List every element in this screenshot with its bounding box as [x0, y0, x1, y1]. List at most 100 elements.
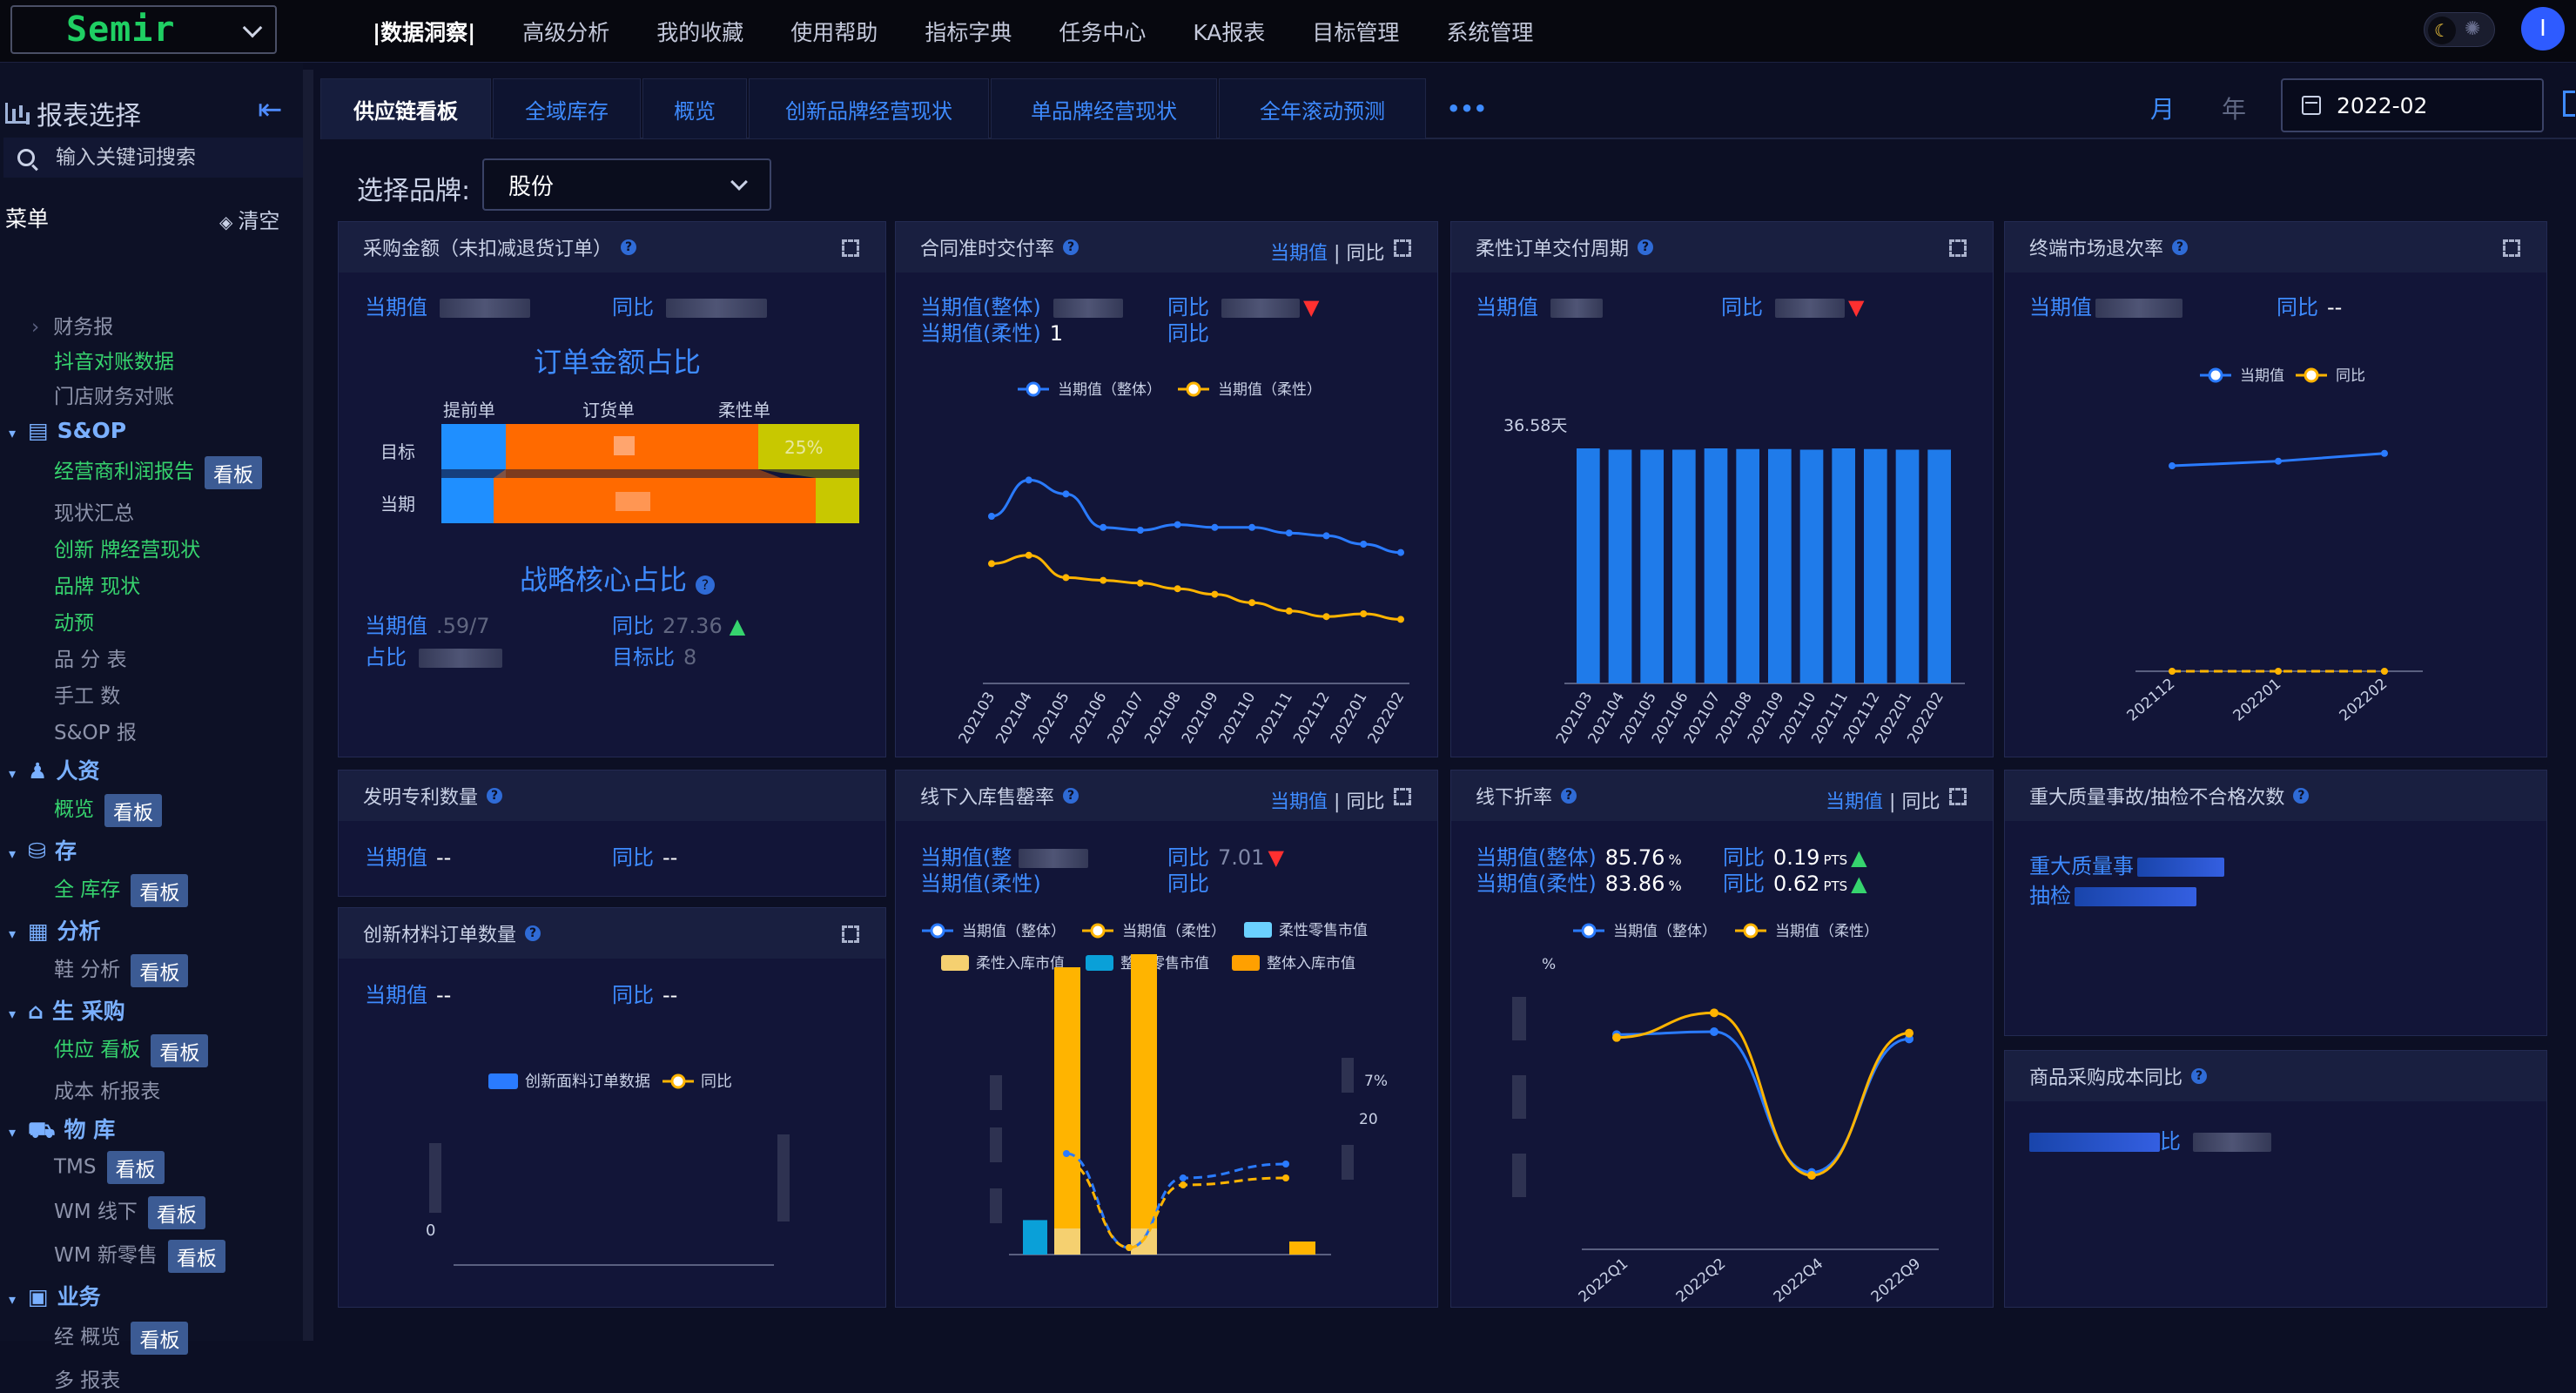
help-icon[interactable]: ?	[2293, 788, 2310, 804]
nav-target-management[interactable]: 目标管理	[1312, 20, 1400, 45]
menu-group-inventory[interactable]: ▾ ⛁ 存	[9, 838, 77, 864]
menu-item-status-summary[interactable]: 现状汇总	[54, 502, 134, 525]
menu-group-analysis[interactable]: ▾ ▦ 分析	[9, 919, 101, 944]
menu-item-sop-report[interactable]: S&OP 报	[54, 722, 137, 744]
tab-global-inventory[interactable]: 全域库存	[493, 78, 641, 139]
legend-disc-all-label: 当期值（整体）	[1613, 923, 1717, 940]
current-yoy-toggle[interactable]: 当期值 | 同比	[1270, 791, 1385, 813]
menu-group-sop[interactable]: ▾ ▤ S&OP	[9, 418, 127, 443]
nav-task-center[interactable]: 任务中心	[1059, 20, 1147, 45]
order-share-title: 订单金额占比	[534, 346, 702, 379]
line-point-1-3	[1282, 1174, 1289, 1181]
line-point-1-2	[1180, 1181, 1187, 1188]
menu-item-finance-report[interactable]: › 财务报	[31, 316, 114, 339]
menu-item-single-brand[interactable]: 品牌 现状	[54, 575, 141, 598]
expand-icon[interactable]	[2503, 239, 2520, 257]
menu-item-store-reconcile[interactable]: 门店财务对账	[54, 386, 174, 408]
tab-single-brand[interactable]: 单品牌经营现状	[991, 78, 1217, 139]
help-icon[interactable]: ?	[2191, 1068, 2208, 1084]
expand-icon[interactable]	[1949, 788, 1967, 805]
menu-item-global-inventory[interactable]: 全 库存 看板	[54, 872, 189, 907]
legend-sell-all-label: 当期值（整体）	[962, 923, 1066, 940]
brand-logo-selector[interactable]: Semir	[10, 5, 277, 54]
legend-return-yoy-dot	[2304, 367, 2319, 383]
tab-overview[interactable]: 概览	[642, 78, 747, 139]
date-picker[interactable]: 2022-02	[2281, 78, 2544, 132]
help-icon[interactable]: ?	[1063, 788, 1079, 804]
menu-item-product-analysis[interactable]: 品 分 表	[54, 649, 127, 671]
flow-flex	[758, 469, 859, 478]
nav-data-insight[interactable]: |数据洞察|	[373, 20, 476, 45]
fullscreen-icon[interactable]	[2563, 91, 2575, 117]
expand-icon[interactable]	[842, 925, 859, 943]
menu-item-business-overview[interactable]: 经 概览 看板	[54, 1320, 189, 1355]
menu-item-innovation-brand[interactable]: 创新 牌经营现状	[54, 539, 201, 562]
nav-ka-report[interactable]: KA报表	[1193, 20, 1266, 45]
menu-item-rolling-forecast[interactable]: 动预	[54, 612, 94, 635]
tab-more[interactable]: •••	[1446, 97, 1488, 121]
legend-ontime-all-label: 当期值（整体）	[1058, 381, 1161, 399]
current-yoy-toggle[interactable]: 当期值 | 同比	[1826, 791, 1940, 813]
bar-7	[1799, 449, 1824, 683]
tab-supply-chain[interactable]: 供应链看板	[320, 78, 491, 139]
menu-item-manual-data[interactable]: 手工 数	[54, 685, 121, 708]
menu-item-multi-report[interactable]: 多 报表	[54, 1369, 121, 1392]
tab-rolling-forecast[interactable]: 全年滚动预测	[1219, 78, 1426, 139]
point-1-1	[1025, 551, 1032, 559]
expand-icon[interactable]	[842, 239, 859, 257]
point-yoy-0	[2169, 668, 2176, 675]
tab-innovation-brand[interactable]: 创新品牌经营现状	[749, 78, 989, 139]
period-year-button[interactable]: 年	[2222, 95, 2247, 124]
menu-group-business[interactable]: ▾ ▣ 业务	[9, 1284, 101, 1309]
sell-current-flex: 当期值(柔性)	[920, 871, 1041, 896]
expand-icon[interactable]	[1394, 788, 1411, 805]
help-icon[interactable]: ?	[1638, 239, 1654, 255]
flexcycle-current: 当期值	[1476, 290, 1603, 320]
menu-item-douyin-reconcile[interactable]: 抖音对账数据	[54, 351, 174, 373]
menu-item-tms[interactable]: TMS 看板	[54, 1151, 165, 1184]
nav-advanced-analysis[interactable]: 高级分析	[522, 20, 610, 45]
point-yoy-2	[2381, 668, 2388, 675]
help-icon[interactable]: ?	[2172, 239, 2189, 255]
avatar[interactable]: I	[2521, 7, 2565, 50]
legend-dot-yoy	[670, 1073, 686, 1089]
redacted-tick-0	[990, 1075, 1002, 1110]
current-yoy-toggle[interactable]: 当期值 | 同比	[1270, 243, 1385, 265]
help-icon[interactable]: ?	[525, 925, 541, 941]
search-input[interactable]	[56, 146, 282, 169]
help-icon[interactable]: ?	[1561, 788, 1577, 804]
nav-favorites[interactable]: 我的收藏	[656, 20, 744, 45]
user-icon: ♟	[28, 758, 48, 784]
nav-metric-dictionary[interactable]: 指标字典	[925, 20, 1012, 45]
nav-system-management[interactable]: 系统管理	[1446, 20, 1534, 45]
nav-help[interactable]: 使用帮助	[790, 20, 878, 45]
theme-toggle[interactable]: ☾ ✺	[2424, 12, 2495, 47]
help-icon[interactable]: ?	[487, 788, 503, 804]
menu-item-supply-dashboard[interactable]: 供应 看板 看板	[54, 1033, 209, 1067]
point-0-8	[1285, 529, 1293, 537]
expand-icon[interactable]	[1949, 239, 1967, 257]
x-tick-2: 202202	[2337, 676, 2391, 725]
menu-group-procurement[interactable]: ▾ ⌂ 生 采购	[9, 999, 125, 1024]
help-icon[interactable]: ?	[1063, 239, 1079, 255]
brand-select[interactable]: 股份	[482, 158, 771, 211]
sidebar-scrollbar[interactable]	[303, 70, 313, 1341]
menu-item-hr-overview[interactable]: 概览 看板	[54, 792, 162, 827]
help-icon[interactable]: ?	[621, 239, 637, 255]
card-header: 终端市场退次率?	[2005, 222, 2546, 273]
menu-item-dealer-profit[interactable]: 经营商利润报告 看板	[54, 454, 262, 489]
collapse-sidebar-icon[interactable]: ⇤	[258, 92, 283, 127]
discount-line-chart: 当期值（整体） 当期值（柔性）% 2022Q1 2022Q2 2022Q4 2022Q9	[1512, 923, 1939, 1303]
expand-icon[interactable]	[1394, 239, 1411, 257]
clear-button[interactable]: ◈ 清空	[219, 209, 280, 233]
menu-item-wms-offline[interactable]: WM 线下 看板	[54, 1194, 205, 1229]
menu-group-hr[interactable]: ▾ ♟ 人资	[9, 758, 100, 784]
menu-item-shoe-analysis[interactable]: 鞋 分析 看板	[54, 952, 189, 987]
redacted-tick-2	[990, 1188, 1002, 1223]
menu-item-cost-analysis[interactable]: 成本 析报表	[54, 1080, 161, 1103]
menu-group-logistics[interactable]: ▾ ⛟ 物 库	[9, 1117, 116, 1142]
point-1-5	[1174, 585, 1181, 593]
menu-item-wms-newretail[interactable]: WM 新零售 看板	[54, 1238, 225, 1273]
card-return-rate: 终端市场退次率? 当期值 同比 -- 当期值 同比 202112 202201 20220…	[2004, 221, 2547, 757]
period-month-button[interactable]: 月	[2150, 95, 2176, 124]
